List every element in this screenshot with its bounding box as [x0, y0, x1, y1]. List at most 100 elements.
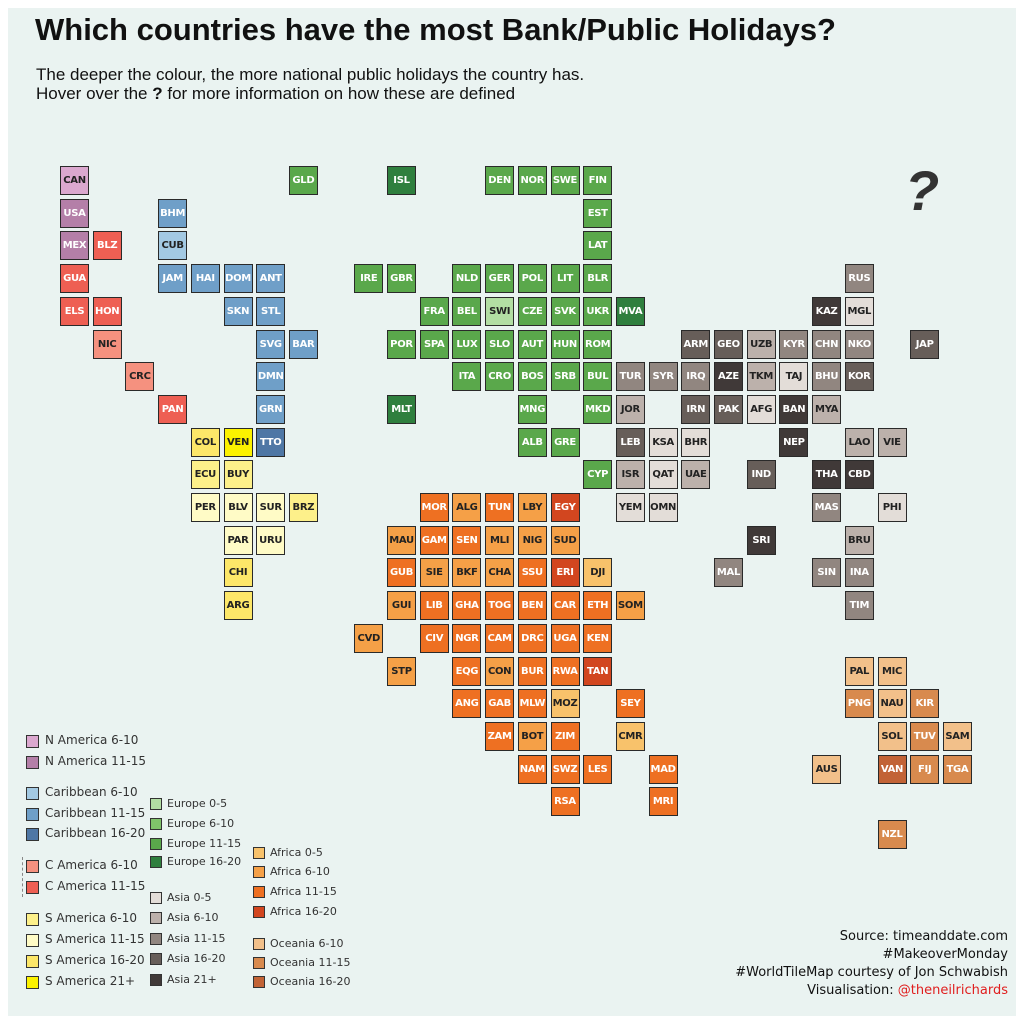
tile-nep[interactable]: NEP [779, 427, 809, 457]
tile-cbd[interactable]: CBD [844, 460, 874, 490]
tile-arm[interactable]: ARM [681, 329, 711, 359]
tile-ngr[interactable]: NGR [452, 623, 482, 653]
tile-cha[interactable]: CHA [485, 558, 515, 588]
tile-usa[interactable]: USA [60, 198, 89, 228]
tile-png[interactable]: PNG [844, 689, 874, 719]
tile-nld[interactable]: NLD [452, 264, 482, 294]
twitter-handle-link[interactable]: @theneilrichards [897, 983, 1008, 998]
tile-lat[interactable]: LAT [583, 231, 613, 261]
tile-moz[interactable]: MOZ [550, 689, 580, 719]
tile-ken[interactable]: KEN [583, 623, 613, 653]
tile-pak[interactable]: PAK [714, 394, 743, 424]
tile-est[interactable]: EST [583, 198, 613, 228]
tile-syr[interactable]: SYR [648, 362, 678, 392]
tile-mli[interactable]: MLI [485, 525, 515, 555]
tile-egy[interactable]: EGY [550, 493, 580, 522]
tile-gua[interactable]: GUA [60, 264, 89, 294]
tile-qat[interactable]: QAT [648, 460, 678, 490]
tile-mor[interactable]: MOR [419, 493, 449, 522]
tile-dji[interactable]: DJI [583, 558, 613, 588]
tile-ssu[interactable]: SSU [517, 558, 547, 588]
tile-bhm[interactable]: BHM [158, 198, 188, 228]
tile-leb[interactable]: LEB [615, 427, 645, 457]
tile-sol[interactable]: SOL [877, 721, 907, 751]
tile-gub[interactable]: GUB [387, 558, 416, 588]
tile-kaz[interactable]: KAZ [812, 296, 842, 326]
tile-mkd[interactable]: MKD [583, 394, 613, 424]
tile-cub[interactable]: CUB [158, 231, 188, 261]
tile-ita[interactable]: ITA [452, 362, 482, 392]
tile-pal[interactable]: PAL [844, 656, 874, 686]
tile-alg[interactable]: ALG [452, 493, 482, 522]
tile-bur[interactable]: BUR [517, 656, 547, 686]
help-question-icon[interactable]: ? [905, 159, 940, 222]
tile-sri[interactable]: SRI [746, 525, 776, 555]
tile-tuv[interactable]: TUV [910, 721, 940, 751]
tile-van[interactable]: VAN [877, 754, 907, 784]
tile-crc[interactable]: CRC [125, 362, 155, 392]
tile-grn[interactable]: GRN [256, 394, 286, 424]
tile-vie[interactable]: VIE [877, 427, 907, 457]
tile-som[interactable]: SOM [615, 591, 645, 621]
tile-gam[interactable]: GAM [419, 525, 449, 555]
tile-con[interactable]: CON [485, 656, 515, 686]
tile-tog[interactable]: TOG [485, 591, 515, 621]
tile-aut[interactable]: AUT [517, 329, 547, 359]
tile-nau[interactable]: NAU [877, 689, 907, 719]
tile-ire[interactable]: IRE [354, 264, 384, 294]
tile-pan[interactable]: PAN [158, 394, 188, 424]
tile-sud[interactable]: SUD [550, 525, 580, 555]
tile-fin[interactable]: FIN [583, 166, 613, 195]
tile-afg[interactable]: AFG [746, 394, 776, 424]
tile-eqg[interactable]: EQG [452, 656, 482, 686]
tile-bhu[interactable]: BHU [812, 362, 842, 392]
tile-tga[interactable]: TGA [942, 754, 972, 784]
tile-tto[interactable]: TTO [256, 427, 286, 457]
tile-civ[interactable]: CIV [419, 623, 449, 653]
tile-cyp[interactable]: CYP [583, 460, 613, 490]
tile-hun[interactable]: HUN [550, 329, 580, 359]
tile-bos[interactable]: BOS [517, 362, 547, 392]
tile-ina[interactable]: INA [844, 558, 874, 588]
tile-stl[interactable]: STL [256, 296, 286, 326]
tile-gab[interactable]: GAB [485, 689, 515, 719]
tile-alb[interactable]: ALB [517, 427, 547, 457]
tile-mng[interactable]: MNG [517, 394, 547, 424]
tile-tha[interactable]: THA [812, 460, 842, 490]
tile-pol[interactable]: POL [517, 264, 547, 294]
tile-eth[interactable]: ETH [583, 591, 613, 621]
tile-col[interactable]: COL [190, 427, 220, 457]
tile-bul[interactable]: BUL [583, 362, 613, 392]
tile-zim[interactable]: ZIM [550, 721, 580, 751]
tile-rsa[interactable]: RSA [550, 787, 580, 817]
tile-bkf[interactable]: BKF [452, 558, 482, 588]
tile-slo[interactable]: SLO [485, 329, 515, 359]
tile-cmr[interactable]: CMR [615, 721, 645, 751]
tile-ant[interactable]: ANT [256, 264, 286, 294]
tile-mas[interactable]: MAS [812, 493, 842, 522]
tile-tun[interactable]: TUN [485, 493, 515, 522]
tile-svk[interactable]: SVK [550, 296, 580, 326]
tile-arg[interactable]: ARG [223, 591, 253, 621]
tile-nzl[interactable]: NZL [877, 820, 907, 849]
tile-isr[interactable]: ISR [615, 460, 645, 490]
tile-jam[interactable]: JAM [158, 264, 188, 294]
tile-stp[interactable]: STP [387, 656, 416, 686]
tile-ben[interactable]: BEN [517, 591, 547, 621]
tile-gui[interactable]: GUI [387, 591, 416, 621]
tile-spa[interactable]: SPA [419, 329, 449, 359]
tile-mau[interactable]: MAU [387, 525, 416, 555]
tile-tur[interactable]: TUR [615, 362, 645, 392]
tile-els[interactable]: ELS [60, 296, 89, 326]
tile-swe[interactable]: SWE [550, 166, 580, 195]
tile-kir[interactable]: KIR [910, 689, 940, 719]
tile-yem[interactable]: YEM [615, 493, 645, 522]
tile-can[interactable]: CAN [60, 166, 89, 195]
tile-uae[interactable]: UAE [681, 460, 711, 490]
tile-mlw[interactable]: MLW [517, 689, 547, 719]
tile-lao[interactable]: LAO [844, 427, 874, 457]
tile-bhr[interactable]: BHR [681, 427, 711, 457]
tile-car[interactable]: CAR [550, 591, 580, 621]
tile-phi[interactable]: PHI [877, 493, 907, 522]
tile-chi[interactable]: CHI [223, 558, 253, 588]
